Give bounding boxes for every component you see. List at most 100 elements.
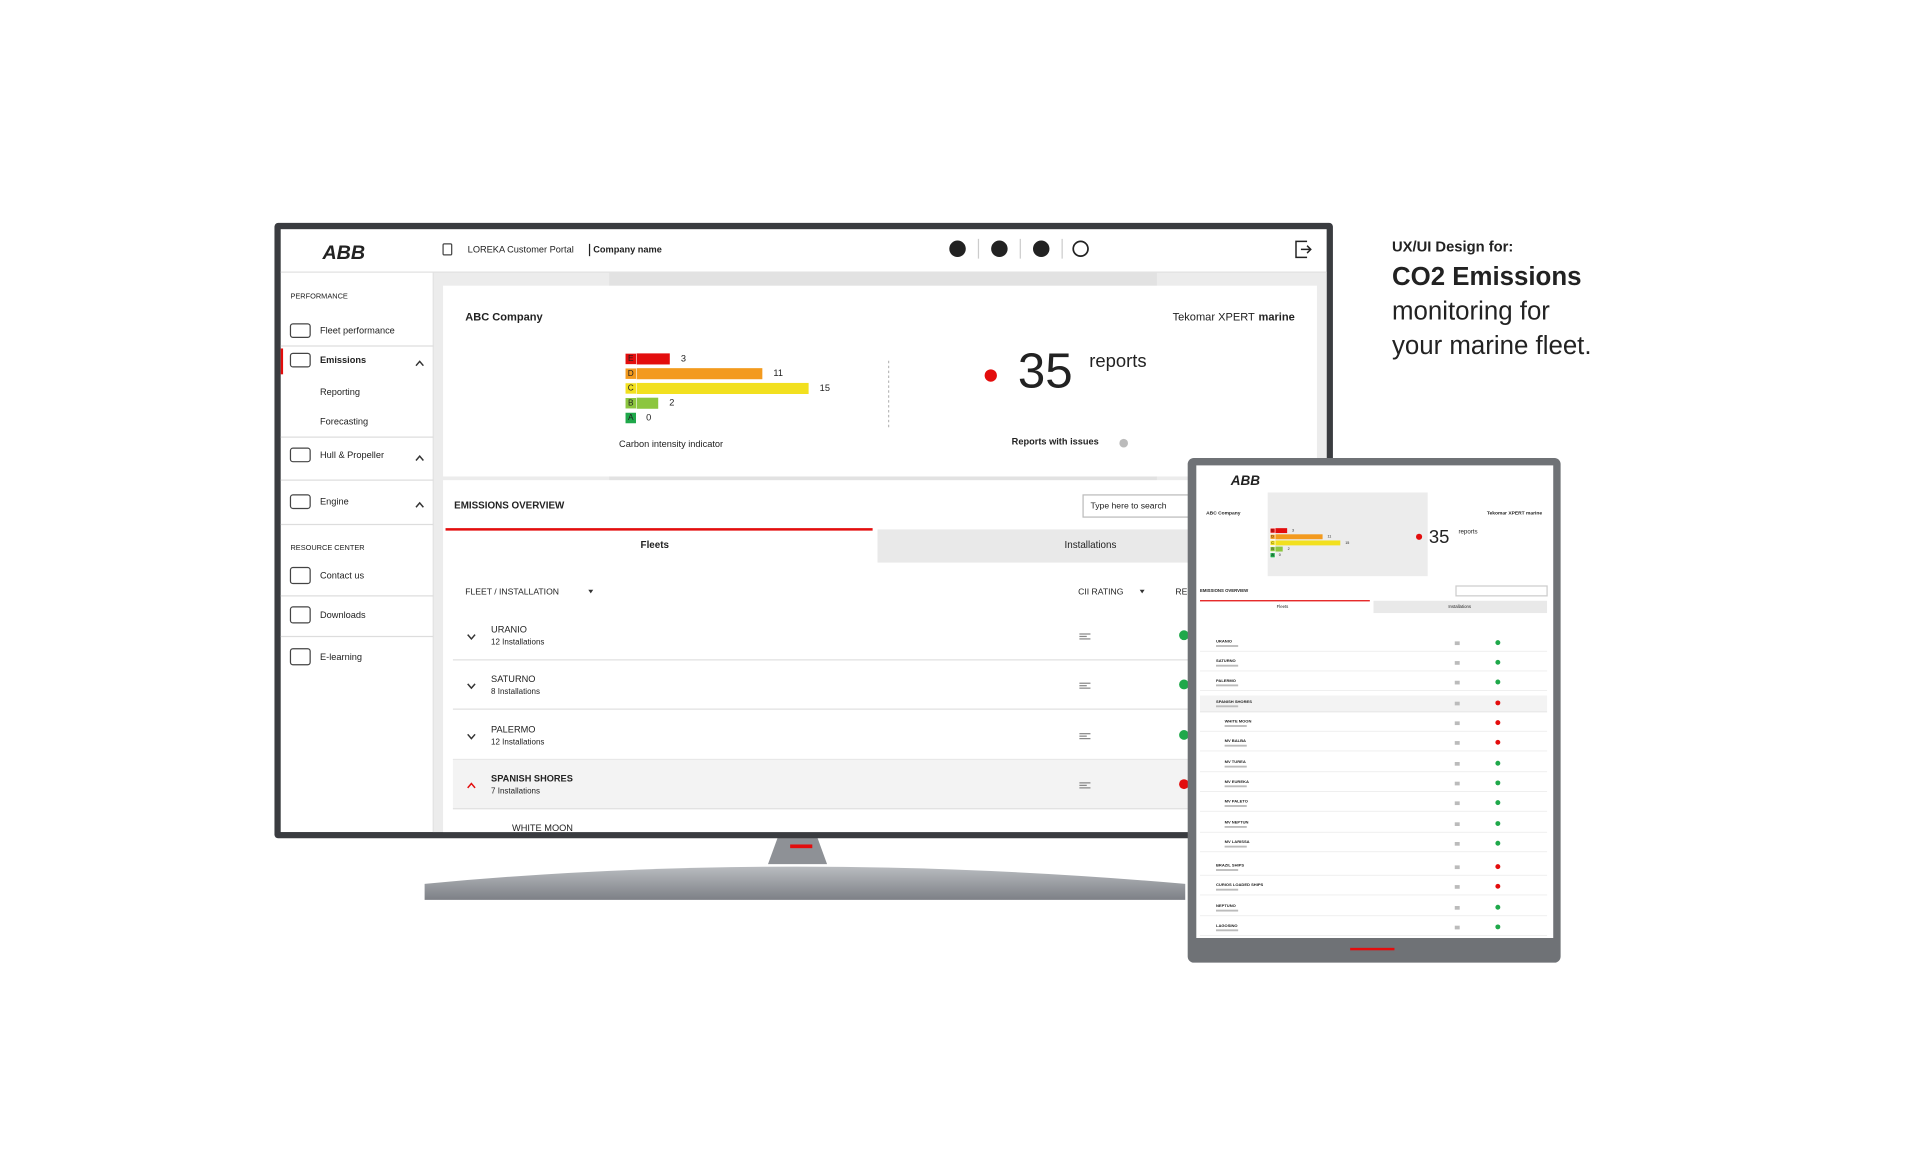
chevron — [467, 634, 476, 641]
tablet-status-dot — [1495, 780, 1501, 786]
tablet-row-sub — [1224, 826, 1247, 828]
tablet-status-dot — [1495, 640, 1501, 646]
cii-bar — [1270, 540, 1341, 546]
row-name[interactable]: URANIO — [491, 625, 527, 635]
reports-unit: reports — [1089, 350, 1146, 371]
tablet-list-icon — [1454, 781, 1460, 786]
company-name: Company name — [593, 244, 662, 254]
cii-letter-box — [624, 382, 637, 395]
settings-icon[interactable] — [1032, 240, 1050, 258]
help-icon[interactable] — [991, 240, 1008, 258]
tablet-led — [1350, 947, 1395, 951]
tablet-row-name: SPANISH SHORES — [1216, 699, 1252, 704]
tablet-tab: Installations — [1448, 604, 1471, 609]
tablet-row-name: MV PALETO — [1225, 798, 1248, 803]
cii-letter: D — [1271, 535, 1274, 539]
tablet-row-name: SATURNO — [1216, 658, 1236, 663]
monitor-led — [790, 844, 813, 849]
tablet-row-name: URANIO — [1216, 638, 1232, 643]
tablet-row-sub — [1224, 785, 1247, 788]
chevron — [415, 501, 424, 508]
nav-item[interactable]: E-learning — [320, 652, 362, 662]
side-text: UX/UI Design for: CO2 Emissions monitoring… — [1392, 239, 1592, 360]
cii-value: 2 — [669, 398, 674, 408]
tablet-alert-dot — [1416, 533, 1423, 540]
tablet-row-sub — [1216, 705, 1239, 708]
row-name[interactable]: SPANISH SHORES — [491, 774, 573, 784]
row-name[interactable]: WHITE MOON — [512, 823, 573, 833]
tablet-row-name: PALERMO — [1216, 678, 1236, 683]
tablet-row-sub — [1216, 645, 1239, 647]
tablet-search — [1455, 585, 1548, 597]
section-title: RESOURCE CENTER — [290, 543, 364, 552]
tablet-list-icon — [1454, 885, 1460, 889]
column-header: FLEET / INSTALLATION — [465, 586, 559, 596]
tablet-content: ABB ABC Company Tekomar XPERT marine E 3 D 11 C… — [1200, 473, 1548, 936]
tablet-row-sub — [1224, 725, 1247, 727]
cii-bar — [1270, 528, 1288, 534]
tablet-list-icon — [1454, 762, 1460, 766]
cii-letter: A — [628, 412, 634, 422]
column-header: CII RATING — [1078, 586, 1124, 596]
nav-item[interactable]: Engine — [320, 497, 349, 507]
tablet-row-sub — [1224, 805, 1247, 807]
bell-icon[interactable] — [949, 240, 966, 258]
cii-letter: C — [628, 383, 634, 393]
nav-item[interactable]: Contact us — [320, 571, 364, 581]
tablet-row-sub — [1216, 909, 1239, 912]
logout-icon[interactable] — [1295, 240, 1312, 259]
info-icon — [1119, 438, 1128, 448]
cii-value: 0 — [1279, 553, 1281, 557]
cii-value: 15 — [820, 383, 830, 393]
tab[interactable]: Installations — [1065, 540, 1117, 551]
tablet-tab: Fleets — [1277, 604, 1289, 609]
tablet-reports-unit: reports — [1458, 528, 1477, 535]
nav-icon — [289, 447, 311, 463]
cii-letter: E — [1271, 529, 1274, 533]
row-sub: 7 Installations — [491, 787, 540, 796]
tablet-list-icon — [1454, 721, 1460, 726]
cii-letter: B — [1271, 547, 1274, 551]
tablet-list-icon — [1454, 925, 1460, 930]
nav-item[interactable]: Fleet performance — [320, 326, 395, 336]
tablet-row-sub — [1216, 929, 1239, 932]
ship-icon — [442, 243, 453, 256]
tablet-list-icon — [1454, 822, 1460, 826]
tablet-status-dot — [1495, 679, 1501, 685]
product-name: Tekomar XPERT marine — [1173, 312, 1295, 324]
reports-caption: Reports with issues — [1012, 436, 1099, 446]
tablet-list-icon — [1454, 661, 1460, 665]
cii-bar — [1270, 534, 1323, 540]
cii-value: 11 — [1328, 535, 1332, 539]
sort-icon — [588, 589, 594, 594]
row-sub: 8 Installations — [491, 687, 540, 696]
search-placeholder: Type here to search — [1090, 500, 1166, 510]
chevron — [415, 360, 424, 367]
chevron — [467, 782, 476, 789]
tab[interactable]: Fleets — [641, 540, 670, 551]
cii-letter-box — [1269, 527, 1276, 534]
tablet-row-sub — [1216, 869, 1239, 871]
cii-bar — [625, 397, 659, 409]
tablet-status-dot — [1495, 800, 1501, 806]
user-icon[interactable] — [1072, 240, 1089, 258]
reports-count: 35 — [1018, 343, 1073, 398]
chevron — [415, 455, 424, 461]
row-name[interactable]: SATURNO — [491, 674, 535, 684]
cii-letter-box — [1269, 540, 1276, 546]
nav-item[interactable]: Forecasting — [320, 417, 368, 427]
cii-letter: D — [628, 368, 634, 378]
chevron — [467, 683, 476, 690]
tablet-row-name: MV EUREKA — [1225, 779, 1249, 784]
tablet-overview-title: EMISSIONS OVERVIEW — [1200, 588, 1249, 593]
cii-value: 3 — [681, 353, 686, 363]
nav-icon — [289, 323, 311, 338]
cii-letter-box — [1269, 552, 1276, 558]
nav-item[interactable]: Emissions — [320, 355, 366, 365]
nav-item[interactable]: Downloads — [320, 610, 366, 620]
nav-item[interactable]: Reporting — [320, 387, 360, 397]
nav-item[interactable]: Hull & Propeller — [320, 450, 384, 460]
alert-dot — [984, 369, 997, 382]
row-name[interactable]: PALERMO — [491, 724, 535, 734]
tablet-status-dot — [1495, 864, 1501, 870]
